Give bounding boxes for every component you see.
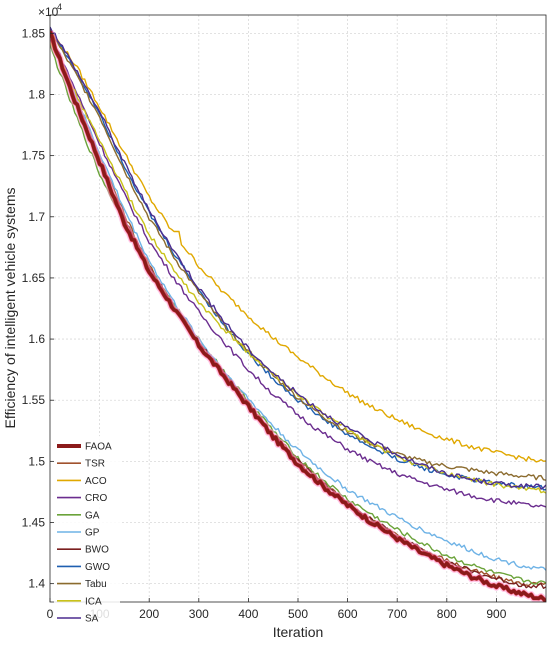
legend-label-bwo: BWO: [85, 545, 109, 556]
series-line-gwo: [50, 26, 546, 491]
y-tick-label: 1.7: [28, 210, 45, 224]
legend-label-tsr: TSR: [85, 459, 105, 470]
series-line-faoa: [50, 30, 546, 602]
legend-label-ga: GA: [85, 510, 100, 521]
series-line-sa: [50, 26, 546, 490]
legend-box: [54, 436, 120, 632]
legend-label-tabu: Tabu: [85, 579, 107, 590]
legend: FAOA TSR ACO CRO GA GP BWO GWO Tabu ICA SA: [54, 436, 120, 632]
y-tick-label: 1.75: [22, 149, 46, 163]
y-tick-label: 1.4: [28, 577, 45, 591]
x-tick-label: 300: [189, 607, 209, 621]
legend-label-aco: ACO: [85, 476, 107, 487]
tick-labels: 01002003004005006007008009001.41.451.51.…: [22, 26, 507, 621]
y-exponent-base: ×10: [38, 5, 59, 19]
y-tick-label: 1.6: [28, 332, 45, 346]
x-tick-label: 0: [47, 607, 54, 621]
series-line-cro: [50, 32, 546, 508]
x-tick-label: 600: [338, 607, 358, 621]
x-tick-label: 200: [139, 607, 159, 621]
series-layer: [50, 26, 546, 602]
y-tick-label: 1.5: [28, 454, 45, 468]
x-tick-label: 800: [437, 607, 457, 621]
legend-label-gwo: GWO: [85, 562, 110, 573]
x-tick-label: 900: [486, 607, 506, 621]
series-line-aco: [50, 30, 546, 463]
y-axis-label: Efficiency of intelligent vehicle system…: [2, 188, 18, 429]
x-tick-label: 700: [387, 607, 407, 621]
legend-label-sa: SA: [85, 614, 99, 625]
y-tick-label: 1.65: [22, 271, 46, 285]
legend-label-gp: GP: [85, 528, 100, 539]
series-line-gp: [50, 37, 546, 571]
y-tick-label: 1.55: [22, 393, 46, 407]
y-exponent-power: 4: [57, 2, 62, 12]
x-axis-label: Iteration: [273, 624, 324, 640]
y-tick-label: 1.8: [28, 87, 45, 101]
y-tick-label: 1.45: [22, 516, 46, 530]
series-line-tabu: [50, 29, 546, 481]
x-tick-label: 400: [238, 607, 258, 621]
legend-label-ica: ICA: [85, 596, 102, 607]
legend-label-cro: CRO: [85, 493, 107, 504]
legend-label-faoa: FAOA: [85, 442, 112, 453]
y-tick-label: 1.85: [22, 26, 46, 40]
x-tick-label: 500: [288, 607, 308, 621]
